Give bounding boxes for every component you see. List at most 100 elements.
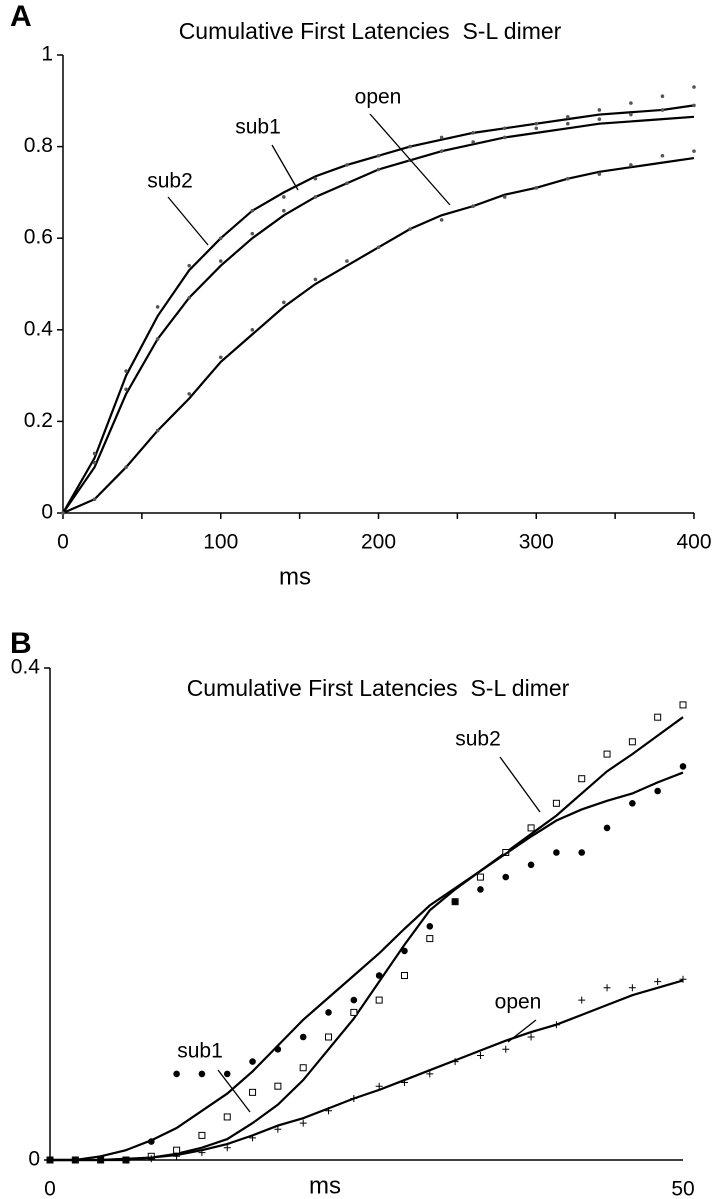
data-point <box>597 172 602 176</box>
data-point <box>249 1134 257 1142</box>
data-point <box>375 996 383 1004</box>
data-point <box>527 1033 535 1041</box>
data-point <box>597 117 602 121</box>
data-point <box>471 140 475 144</box>
data-point <box>502 1045 510 1053</box>
data-point <box>439 135 444 140</box>
data-point <box>553 849 560 856</box>
data-point <box>92 451 97 456</box>
data-point <box>401 947 408 955</box>
fit-curve <box>50 771 684 1162</box>
data-point <box>173 1146 181 1154</box>
x-axis-label: ms <box>279 563 311 590</box>
data-point <box>566 121 570 126</box>
data-point <box>566 115 570 119</box>
data-point <box>400 1079 408 1087</box>
series-label: sub2 <box>455 728 501 751</box>
data-point <box>426 923 434 930</box>
data-point <box>451 1058 459 1066</box>
data-point <box>155 337 160 341</box>
panel-label: B <box>10 627 32 660</box>
data-point <box>155 305 160 309</box>
data-point <box>250 328 255 332</box>
data-point <box>597 108 602 112</box>
data-point <box>502 195 507 199</box>
series-label: open <box>355 86 402 109</box>
data-point <box>122 1156 130 1164</box>
data-point <box>679 975 687 983</box>
data-point <box>471 204 475 208</box>
data-point <box>426 935 434 943</box>
data-point <box>502 135 507 140</box>
data-point <box>566 176 570 181</box>
data-point <box>155 428 160 433</box>
data-point <box>603 984 611 992</box>
data-point <box>282 208 286 213</box>
data-point <box>534 186 539 190</box>
data-point <box>173 1070 180 1078</box>
y-tick-label: 0.4 <box>24 317 54 340</box>
y-tick-label: 0 <box>41 501 53 524</box>
data-point <box>61 511 65 515</box>
data-point <box>660 153 665 158</box>
label-leader <box>507 1019 537 1043</box>
label-leader <box>369 113 451 206</box>
data-point <box>313 176 318 181</box>
data-point <box>345 259 349 263</box>
data-point <box>249 1058 256 1065</box>
data-point <box>124 369 128 373</box>
data-point <box>654 787 661 795</box>
data-point <box>325 1033 333 1041</box>
data-point <box>534 126 539 131</box>
data-point <box>400 972 408 979</box>
y-tick-label: 0.8 <box>24 134 53 157</box>
y-tick-label: 0.4 <box>11 656 41 679</box>
data-point <box>173 1152 181 1160</box>
data-point <box>578 996 586 1004</box>
data-point <box>408 227 412 231</box>
data-point <box>692 103 696 108</box>
data-point <box>187 392 191 396</box>
data-point <box>451 898 459 905</box>
data-point <box>534 121 539 126</box>
fit-curve <box>62 104 695 514</box>
data-point <box>628 738 636 746</box>
data-point <box>502 873 510 881</box>
data-point <box>218 355 223 360</box>
data-point <box>476 873 484 881</box>
data-point <box>299 1119 307 1127</box>
data-point <box>250 208 255 213</box>
series-label: sub2 <box>147 170 193 193</box>
y-tick-label: 0.6 <box>24 226 53 249</box>
data-point <box>223 1144 231 1152</box>
data-point <box>629 163 633 167</box>
x-tick-label: 100 <box>203 531 238 554</box>
x-axis-label: ms <box>309 1172 341 1199</box>
data-point <box>679 701 687 709</box>
x-tick-label: 0 <box>57 531 69 554</box>
panel-label: A <box>10 0 32 33</box>
data-point <box>223 1113 231 1121</box>
data-point <box>71 1156 79 1164</box>
data-point <box>603 824 611 832</box>
data-point <box>218 259 223 263</box>
x-tick-label: 300 <box>519 531 554 554</box>
data-point <box>299 1064 307 1072</box>
data-point <box>345 163 349 167</box>
data-point <box>375 1082 383 1090</box>
data-point <box>92 497 97 502</box>
series-label: open <box>495 991 542 1014</box>
data-point <box>325 1009 332 1016</box>
series-label: sub1 <box>235 116 281 139</box>
data-point <box>578 849 586 856</box>
data-point <box>679 763 687 770</box>
data-point <box>147 1138 155 1145</box>
data-point <box>660 108 665 112</box>
data-point <box>350 1095 358 1102</box>
label-leader <box>271 144 299 191</box>
data-point <box>250 231 255 236</box>
data-point <box>282 300 286 305</box>
y-tick-label: 0 <box>28 1148 40 1171</box>
